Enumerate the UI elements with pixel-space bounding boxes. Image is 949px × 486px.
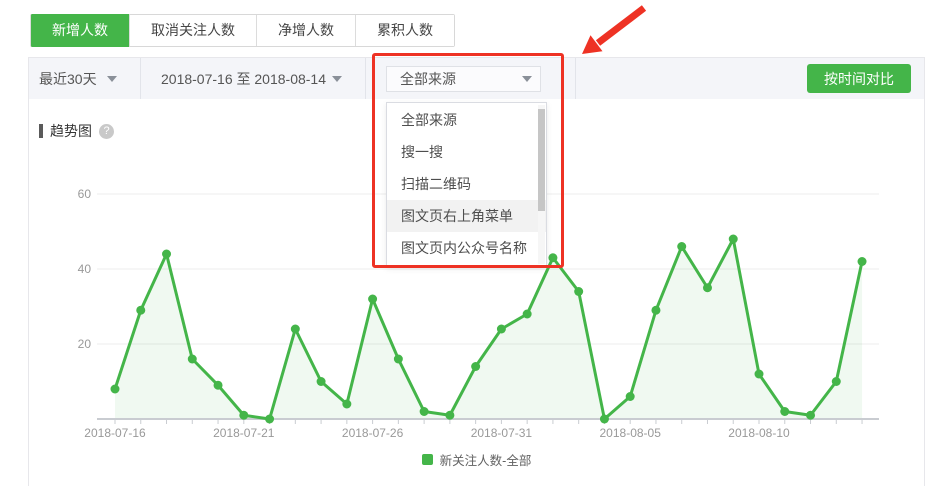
dropdown-option[interactable]: 搜一搜: [401, 144, 443, 160]
time-range-select[interactable]: 最近30天: [29, 58, 129, 99]
metric-tab[interactable]: 取消关注人数: [129, 15, 256, 46]
data-point[interactable]: [651, 305, 661, 315]
annotation-arrow-icon: [582, 5, 647, 54]
x-axis-label: 2018-08-05: [600, 426, 662, 440]
x-axis-label: 2018-08-10: [728, 426, 790, 440]
filter-bar: 最近30天 2018-07-16 至 2018-08-14 全部来源 按时间对比: [29, 58, 924, 99]
data-point[interactable]: [342, 399, 352, 409]
divider: [365, 58, 366, 99]
series-line: [113, 237, 864, 421]
metric-tabs: 新增人数 取消关注人数 净增人数 累积人数: [30, 14, 455, 47]
data-point[interactable]: [445, 410, 455, 420]
data-point[interactable]: [574, 287, 584, 296]
data-point[interactable]: [471, 362, 481, 371]
x-axis-label: 2018-07-16: [84, 426, 146, 440]
data-point[interactable]: [728, 234, 738, 244]
metric-tab[interactable]: 净增人数: [256, 15, 355, 46]
y-axis-label: 40: [78, 262, 92, 276]
title-marker: [39, 124, 43, 138]
data-point[interactable]: [110, 384, 120, 394]
section-title-row: 趋势图 ?: [39, 121, 114, 141]
data-point[interactable]: [187, 354, 197, 364]
dropdown-scrollbar-track[interactable]: [538, 105, 545, 264]
trend-chart[interactable]: 20 40 60 2018-07-16 2018-07-21 2018-07-26 2018…: [67, 168, 897, 448]
y-axis-label: 20: [78, 337, 92, 351]
legend-label: 新关注人数-全部: [439, 454, 532, 468]
data-point[interactable]: [702, 283, 712, 293]
dropdown-option[interactable]: 扫描二维码: [401, 176, 471, 192]
x-axis-label: 2018-07-31: [471, 426, 533, 440]
series-area: [115, 239, 863, 419]
chart-legend[interactable]: 新关注人数-全部: [29, 450, 924, 469]
data-point[interactable]: [213, 380, 223, 390]
divider: [140, 58, 141, 99]
dropdown-scrollbar-thumb[interactable]: [538, 109, 545, 211]
dropdown-option[interactable]: 全部来源: [401, 112, 457, 128]
data-point[interactable]: [677, 242, 687, 251]
data-point[interactable]: [522, 309, 532, 319]
data-point[interactable]: [136, 305, 146, 315]
divider: [575, 58, 576, 99]
data-point[interactable]: [393, 354, 403, 364]
data-point[interactable]: [316, 377, 326, 386]
analytics-panel: 最近30天 2018-07-16 至 2018-08-14 全部来源 按时间对比…: [28, 57, 925, 486]
section-title: 趋势图: [50, 123, 92, 139]
chevron-down-icon: [106, 75, 117, 82]
metric-tab[interactable]: 新增人数: [30, 14, 129, 47]
x-axis-label: 2018-07-26: [342, 426, 404, 440]
source-select[interactable]: 全部来源: [386, 66, 541, 92]
data-point[interactable]: [831, 377, 841, 386]
source-dropdown-list: 全部来源 搜一搜 扫描二维码 图文页右上角菜单 图文页内公众号名称: [386, 102, 547, 267]
data-point[interactable]: [754, 369, 764, 379]
data-point[interactable]: [162, 249, 172, 259]
data-point[interactable]: [548, 253, 558, 263]
data-point[interactable]: [806, 410, 816, 420]
x-axis-label: 2018-07-21: [213, 426, 275, 440]
data-point[interactable]: [419, 407, 429, 416]
dropdown-option[interactable]: 图文页右上角菜单: [387, 200, 546, 232]
chevron-down-icon: [332, 75, 343, 82]
chevron-down-icon: [522, 76, 532, 82]
data-point[interactable]: [239, 410, 249, 420]
data-point[interactable]: [496, 324, 506, 334]
data-point[interactable]: [599, 414, 609, 424]
date-range-select[interactable]: 2018-07-16 至 2018-08-14: [141, 58, 343, 99]
data-point[interactable]: [290, 324, 300, 334]
date-range-value: 2018-07-16 至 2018-08-14: [161, 70, 327, 87]
data-point[interactable]: [857, 257, 867, 266]
time-range-value: 最近30天: [39, 70, 97, 87]
source-select-value: 全部来源: [400, 71, 456, 87]
data-point[interactable]: [368, 294, 378, 304]
compare-by-time-button[interactable]: 按时间对比: [807, 64, 911, 93]
dropdown-option[interactable]: 图文页内公众号名称: [401, 240, 527, 256]
data-point[interactable]: [780, 407, 790, 416]
legend-marker-icon: [421, 454, 433, 465]
data-point[interactable]: [265, 414, 275, 424]
y-axis-label: 60: [78, 187, 92, 201]
data-point[interactable]: [625, 392, 635, 401]
metric-tab[interactable]: 累积人数: [355, 15, 454, 46]
help-icon[interactable]: ?: [99, 123, 114, 139]
